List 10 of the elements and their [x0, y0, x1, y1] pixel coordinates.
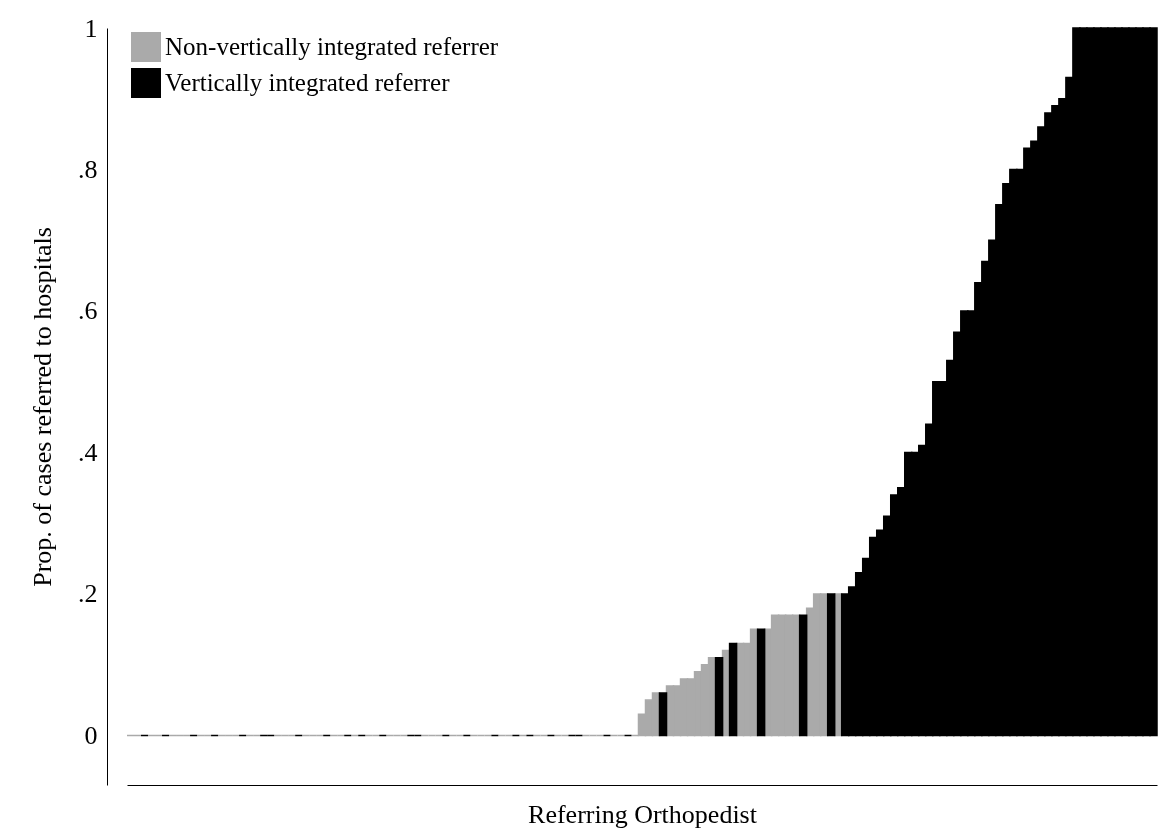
y-tick-label: .6 — [78, 296, 98, 326]
y-tick-label: 0 — [84, 720, 98, 750]
legend-label: Non-vertically integrated referrer — [165, 33, 499, 60]
legend-label: Vertically integrated referrer — [165, 69, 451, 96]
y-tick-label: 1 — [84, 13, 98, 43]
y-tick-label: .4 — [78, 437, 98, 467]
y-axis-title: Prop. of cases referred to hospitals — [28, 227, 57, 587]
y-tick-label: .2 — [78, 579, 98, 609]
x-axis-title: Referring Orthopedist — [528, 799, 758, 829]
y-tick-label: .8 — [78, 155, 98, 184]
